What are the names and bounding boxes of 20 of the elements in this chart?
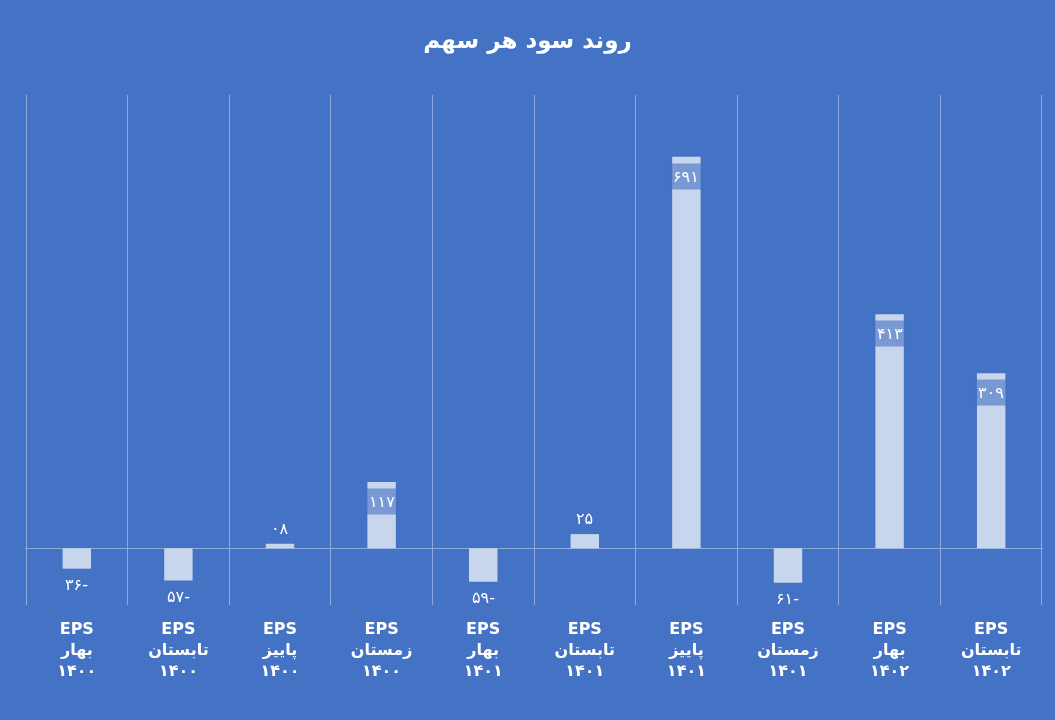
bar xyxy=(672,156,701,549)
data-label: -۵۷ xyxy=(167,587,190,606)
data-label: ۴۱۳ xyxy=(877,324,904,343)
chart-title: روند سود هر سهم xyxy=(423,27,632,55)
data-label: -۳۶ xyxy=(65,575,88,594)
bar xyxy=(570,534,600,549)
bar xyxy=(367,481,396,549)
data-label: -۵۹ xyxy=(472,588,495,607)
bar xyxy=(62,548,92,569)
data-label: -۶۱ xyxy=(776,589,799,608)
data-label: ۱۱۷ xyxy=(369,492,396,511)
data-label: ۶۹۱ xyxy=(673,167,699,186)
bar xyxy=(773,548,803,583)
data-label: ۲۵ xyxy=(576,509,594,528)
bar xyxy=(468,548,498,582)
bar xyxy=(875,314,904,549)
data-label: ۳۰۹ xyxy=(978,383,1004,402)
data-label: ۰۸ xyxy=(271,519,289,538)
bar xyxy=(164,548,193,581)
bar xyxy=(976,373,1006,549)
